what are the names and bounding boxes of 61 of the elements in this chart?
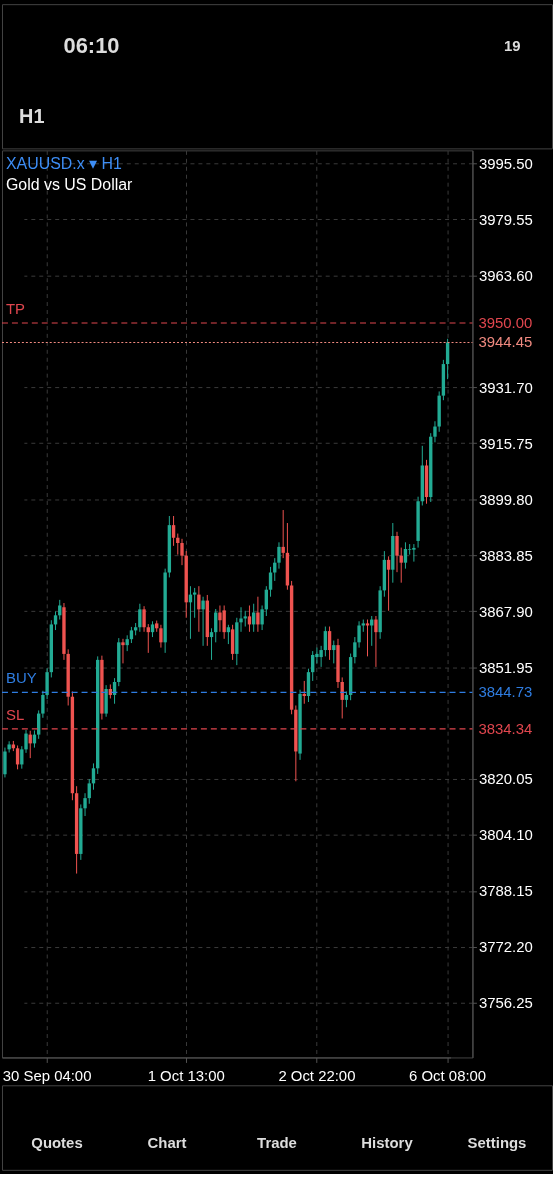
y-tick-label: 3995.50 (478, 155, 533, 172)
candlestick (386, 555, 391, 612)
candlestick (159, 624, 163, 649)
text: Quotes (31, 1134, 83, 1151)
candlestick (138, 603, 142, 633)
candlestick (277, 541, 281, 570)
candlestick (222, 604, 226, 640)
y-tick-label: 3915.75 (478, 435, 533, 452)
y-tick-label: 3756.25 (478, 995, 533, 1012)
text: 3944.45 (478, 334, 533, 351)
y-tick-label: 3979.55 (478, 211, 533, 228)
candlestick (412, 543, 416, 563)
candlestick (201, 596, 205, 647)
text: History (361, 1134, 414, 1151)
candlestick (87, 778, 91, 805)
text: Trade (257, 1134, 297, 1151)
y-tick-label: 3820.05 (478, 771, 533, 788)
candlestick (180, 538, 184, 566)
ref-line-label: BUY (5, 670, 37, 687)
x-tick-label: 2 Oct 22:00 (278, 1067, 356, 1084)
text: Chart (147, 1134, 187, 1151)
candlestick (395, 531, 399, 573)
candlestick (121, 638, 125, 664)
y-tick-label: 3851.95 (478, 659, 533, 676)
text: H1 (19, 104, 45, 127)
text: Settings (467, 1134, 527, 1151)
y-tick-label: 3867.90 (478, 603, 533, 620)
y-tick-label: 3772.20 (478, 939, 533, 956)
text: 3834.34 (478, 720, 533, 737)
y-tick-label: 3931.70 (478, 379, 533, 396)
candlestick (260, 604, 264, 631)
y-tick-label: 3883.85 (478, 547, 533, 564)
candlestick (281, 509, 285, 559)
candlestick (171, 515, 176, 547)
text: 19 (503, 37, 521, 54)
x-tick-label: 1 Oct 13:00 (147, 1067, 225, 1084)
ref-line-label: TP (5, 301, 26, 318)
candlestick (197, 585, 201, 633)
text: 3950.00 (478, 314, 533, 331)
text: 3844.73 (478, 684, 533, 701)
candlestick (142, 605, 146, 633)
y-tick-label: 3788.15 (478, 883, 533, 900)
y-tick-label: 3963.60 (478, 267, 533, 284)
candlestick (218, 604, 222, 633)
candlestick (239, 606, 243, 633)
candlestick (3, 747, 7, 778)
candlestick (273, 557, 277, 582)
candlestick (24, 729, 28, 754)
y-tick-label: 3804.10 (478, 827, 533, 844)
x-tick-label: 30 Sep 04:00 (2, 1067, 92, 1084)
y-tick-label: 3899.80 (478, 491, 533, 508)
candlestick (374, 615, 378, 668)
candlestick (58, 599, 62, 621)
ref-line-label: SL (5, 706, 25, 723)
text: 06:10 (63, 32, 120, 58)
text: Gold vs US Dollar (5, 176, 134, 194)
candlestick (319, 645, 323, 668)
candlestick (403, 541, 408, 570)
chart-title: XAUUSD.x ▾ H1 (5, 155, 122, 173)
x-tick-label: 6 Oct 08:00 (409, 1067, 487, 1084)
candlestick (256, 596, 260, 633)
